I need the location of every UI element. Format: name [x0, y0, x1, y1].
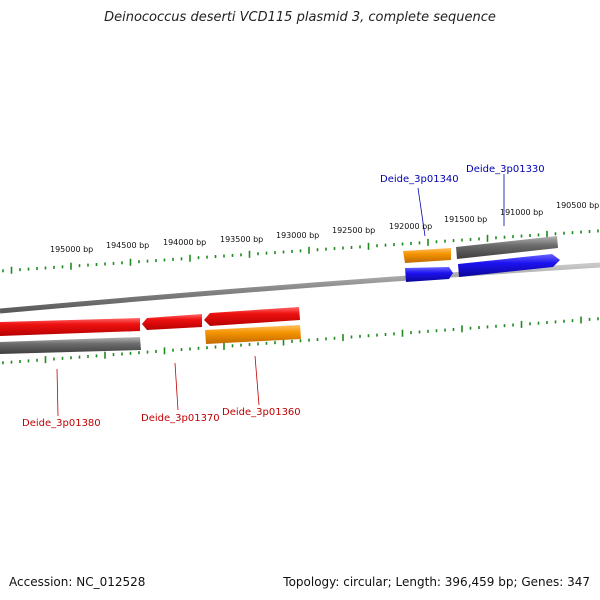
position-label: 193500 bp — [220, 235, 263, 244]
gene-orange-forward — [403, 248, 451, 263]
topology-summary-text: Topology: circular; Length: 396,459 bp; … — [283, 575, 590, 589]
map-title: Deinococcus deserti VCD115 plasmid 3, co… — [104, 10, 496, 25]
leader-3p01380 — [56, 368, 59, 417]
gene-label: Deide_3p01330 — [466, 164, 545, 175]
gene-red-3p01370 — [142, 314, 202, 330]
gene-label: Deide_3p01380 — [22, 418, 101, 429]
position-label: 193000 bp — [276, 231, 319, 240]
leader-3p01360 — [254, 355, 260, 406]
gene-blue-3p01330 — [458, 254, 560, 277]
position-label: 195000 bp — [50, 245, 93, 254]
gene-label: Deide_3p01360 — [222, 407, 301, 418]
leader-3p01340 — [417, 187, 426, 237]
gene-red-3p01360 — [204, 307, 300, 326]
gene-blue-3p01340 — [405, 267, 453, 282]
gene-red-3p01380 — [0, 318, 140, 336]
plasmid-backbone — [0, 262, 600, 314]
gene-label: Deide_3p01370 — [141, 413, 220, 424]
position-label: 190500 bp — [556, 201, 599, 210]
gene-label: Deide_3p01340 — [380, 174, 459, 185]
position-label: 192500 bp — [332, 226, 375, 235]
position-label: 191000 bp — [500, 208, 543, 217]
gene-labels: Deide_3p01330Deide_3p01340Deide_3p01360D… — [22, 164, 545, 429]
gene-orange-reverse — [205, 325, 301, 344]
gene-gray-reverse — [0, 337, 141, 354]
accession-text: Accession: NC_012528 — [9, 575, 146, 589]
position-label: 191500 bp — [444, 215, 487, 224]
position-label: 194000 bp — [163, 238, 206, 247]
position-label: 192000 bp — [389, 222, 432, 231]
outer-position-ticks — [2, 229, 599, 274]
inner-position-ticks — [2, 316, 599, 365]
leader-3p01370 — [174, 362, 179, 411]
position-labels: 195000 bp 194500 bp 194000 bp 193500 bp 1930… — [50, 201, 599, 254]
position-label: 194500 bp — [106, 241, 149, 250]
gene-gray-forward — [456, 236, 558, 259]
